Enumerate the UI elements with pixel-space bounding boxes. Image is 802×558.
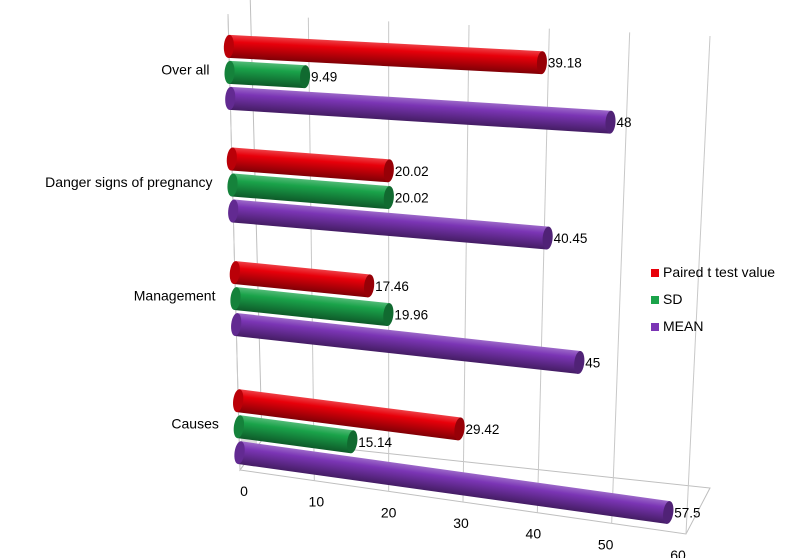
data-label: 48 [616, 115, 631, 130]
category-label: Over all [161, 61, 209, 77]
data-labels: 57.5 15.14 29.42 45 19.96 17.46 40.45 20.02 20.0… [311, 56, 701, 521]
category-label: Danger signs of pregnancy [45, 174, 212, 190]
legend-item: SD [651, 291, 682, 307]
bar-sd [230, 287, 394, 327]
x-axis-ticks: 0 10 20 30 40 50 60 [240, 483, 686, 558]
data-label: 9.49 [311, 70, 337, 85]
legend: Paired t test value SD MEAN [651, 264, 775, 334]
bar-mean [228, 199, 553, 250]
data-label: 15.14 [358, 435, 392, 450]
bar-paired-t-test-value [233, 389, 465, 441]
legend-label: SD [663, 291, 682, 307]
x-tick-label: 50 [598, 536, 614, 552]
data-label: 45 [585, 355, 600, 370]
gridline [611, 32, 631, 524]
data-label: 19.96 [394, 308, 428, 323]
category-label: Management [134, 288, 216, 304]
legend-swatch [651, 323, 659, 331]
x-tick-label: 60 [670, 547, 686, 558]
legend-item: MEAN [651, 318, 703, 334]
data-label: 17.46 [375, 279, 409, 294]
bar-sd [224, 60, 311, 89]
data-label: 39.18 [548, 56, 582, 71]
x-tick-label: 20 [381, 504, 397, 520]
bar-mean [231, 313, 585, 374]
bar-paired-t-test-value [226, 147, 394, 183]
gridline [536, 28, 550, 513]
bar-mean [225, 86, 616, 134]
x-tick-label: 0 [240, 483, 248, 499]
category-label: Causes [171, 416, 218, 432]
bar-sd [227, 173, 394, 210]
data-label: 40.45 [554, 231, 588, 246]
data-label: 29.42 [466, 422, 500, 437]
x-tick-label: 10 [309, 494, 325, 510]
bar-mean [234, 441, 674, 524]
gridline [685, 35, 711, 535]
legend-swatch [651, 269, 659, 277]
bar-sd [233, 415, 358, 454]
legend-swatch [651, 296, 659, 304]
x-tick-label: 30 [453, 515, 469, 531]
x-tick-label: 40 [526, 526, 542, 542]
legend-label: Paired t test value [663, 264, 775, 280]
category-labels: Causes Management Danger signs of pregnanc… [45, 61, 219, 431]
data-label: 20.02 [395, 191, 429, 206]
bars [223, 34, 674, 524]
legend-item: Paired t test value [651, 264, 775, 280]
bar-paired-t-test-value [229, 261, 375, 298]
legend-label: MEAN [663, 318, 703, 334]
data-label: 20.02 [395, 164, 429, 179]
bar-paired-t-test-value [223, 34, 547, 75]
data-label: 57.5 [674, 505, 700, 520]
